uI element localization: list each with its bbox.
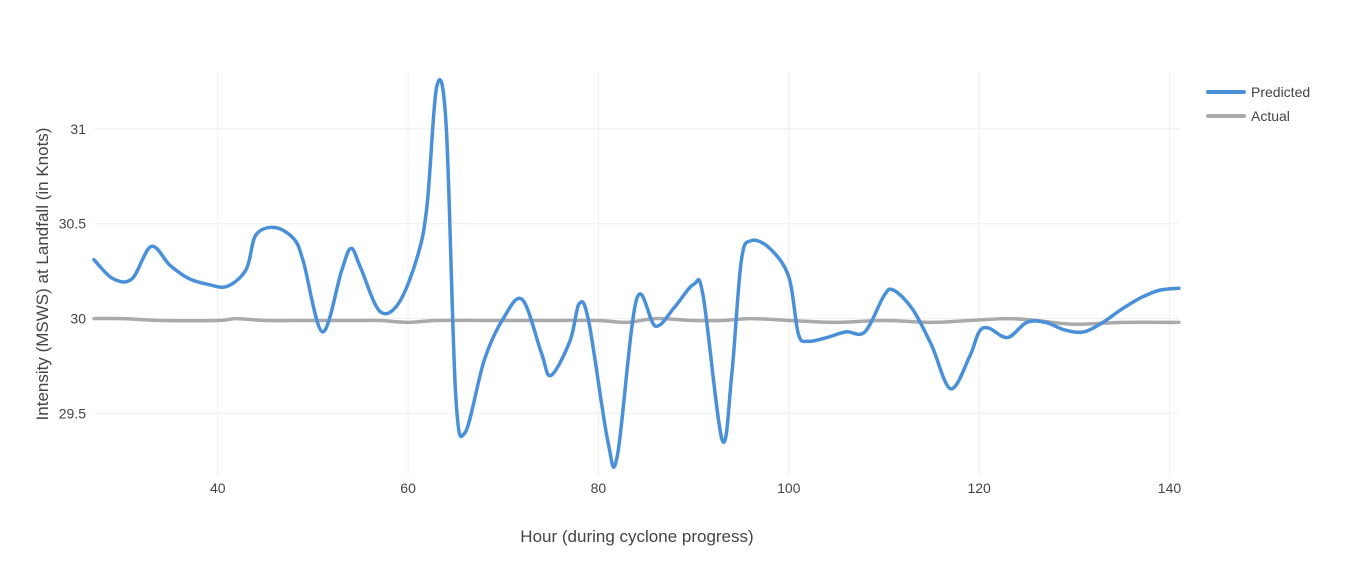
legend-item-predicted[interactable]: Predicted <box>1206 84 1310 100</box>
x-tick-labels: 40 60 80 100 120 140 <box>210 480 1181 496</box>
legend-item-actual[interactable]: Actual <box>1206 108 1290 124</box>
y-tick-label-29-5: 29.5 <box>59 405 86 421</box>
y-tick-label-30-5: 30.5 <box>59 216 86 232</box>
x-tick-label-120: 120 <box>967 480 991 496</box>
y-axis-title: Intensity (MSWS) at Landfall (in Knots) <box>33 128 52 421</box>
y-tick-labels: 29.5 30 30.5 31 <box>59 121 86 422</box>
x-axis-title: Hour (during cyclone progress) <box>520 527 753 546</box>
x-tick-label-40: 40 <box>210 480 226 496</box>
y-tick-label-31: 31 <box>70 121 86 137</box>
legend: Predicted Actual <box>1206 84 1310 124</box>
x-tick-label-60: 60 <box>400 480 416 496</box>
x-tick-label-100: 100 <box>777 480 801 496</box>
x-gridlines <box>217 72 1170 476</box>
y-gridlines <box>94 128 1179 414</box>
y-tick-label-30: 30 <box>70 311 86 327</box>
x-tick-label-80: 80 <box>591 480 607 496</box>
series-line-actual <box>92 316 1181 327</box>
series-layer <box>92 77 1181 469</box>
legend-label-predicted: Predicted <box>1251 84 1310 100</box>
legend-label-actual: Actual <box>1251 108 1290 124</box>
series-line-predicted <box>92 77 1181 469</box>
x-tick-label-140: 140 <box>1158 480 1182 496</box>
